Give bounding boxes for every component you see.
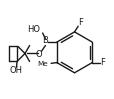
Text: F: F <box>99 58 104 67</box>
Text: O: O <box>36 50 42 59</box>
Text: Me: Me <box>37 61 48 67</box>
Text: OH: OH <box>9 66 22 75</box>
Text: B: B <box>42 36 48 45</box>
Text: HO: HO <box>27 25 39 34</box>
Text: F: F <box>77 18 82 27</box>
